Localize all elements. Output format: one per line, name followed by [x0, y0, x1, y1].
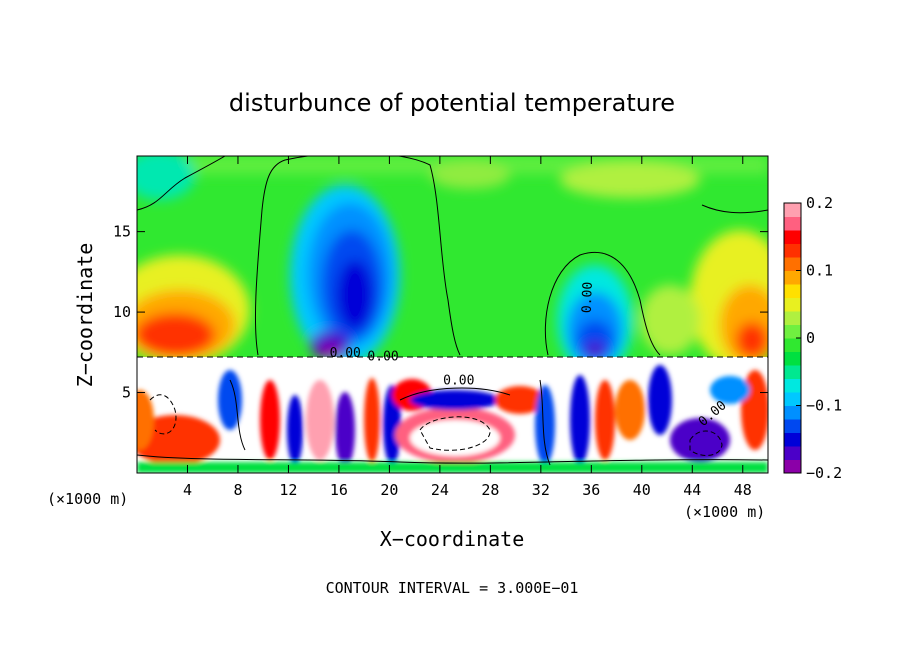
colorbar-segment: [784, 351, 801, 366]
x-tick-label: 4: [183, 481, 192, 499]
x-tick-label: 28: [481, 481, 499, 499]
colorbar-segment: [784, 392, 801, 406]
colorbar-segment: [784, 419, 801, 433]
x-tick-label: 32: [532, 481, 550, 499]
x-axis: 4 8 12 16 20 24 28 32 36 40 44 48: [183, 156, 752, 499]
colorbar-segment: [784, 432, 801, 447]
contour-label: 0.00: [367, 349, 398, 364]
contour-labels: 0.000.000.00 0.000.00: [330, 282, 730, 430]
colorbar-segment: [784, 243, 801, 258]
contour-interval-note: CONTOUR INTERVAL = 3.000E−01: [326, 579, 579, 597]
x-tick-label: 40: [633, 481, 651, 499]
colorbar-segment: [784, 324, 801, 339]
x-tick-label: 24: [431, 481, 449, 499]
colorbar-segment: [784, 230, 801, 244]
colorbar-segment: [784, 338, 801, 352]
colorbar-segment: [784, 203, 801, 217]
x-tick-label: 48: [734, 481, 752, 499]
contour-label: 0.00: [580, 282, 596, 314]
plot-area: [137, 156, 768, 473]
x-tick-label: 44: [683, 481, 701, 499]
y-axis-label: Z−coordinate: [73, 243, 97, 388]
colorbar-segment: [784, 311, 801, 325]
colorbar-segment: [784, 405, 801, 420]
colorbar-segment: [784, 284, 801, 298]
x-tick-label: 16: [330, 481, 348, 499]
colorbar-segment: [784, 378, 801, 393]
x-unit-label-left: (×1000 m): [47, 490, 128, 508]
x-axis-label: X−coordinate: [380, 527, 525, 551]
x-tick-label: 36: [582, 481, 600, 499]
contour-label: 0.00: [330, 346, 361, 361]
x-unit-label-right: (×1000 m): [684, 503, 765, 521]
colorbar-tick-label: 0.1: [806, 262, 833, 280]
colorbar-segment: [784, 297, 801, 312]
y-tick-label: 15: [113, 223, 131, 241]
colorbar-tick-label: 0.2: [806, 194, 833, 212]
colorbar-segment: [784, 459, 801, 474]
y-tick-label: 5: [122, 384, 131, 402]
colorbar-tick-label: −0.2: [806, 464, 842, 482]
plot-frame: [136, 155, 769, 474]
contour-label: 0.00: [443, 373, 474, 388]
x-tick-label: 8: [233, 481, 242, 499]
colorbar: 0.2 0.1 0 −0.1 −0.2: [783, 194, 842, 482]
y-axis: 5 10 15: [113, 223, 768, 402]
x-tick-label: 20: [380, 481, 398, 499]
x-tick-label: 12: [279, 481, 297, 499]
y-tick-label: 10: [113, 303, 131, 321]
colorbar-segment: [784, 216, 801, 231]
colorbar-segment: [784, 365, 801, 379]
colorbar-tick-label: 0: [806, 329, 815, 347]
chart-title: disturbunce of potential temperature: [229, 89, 675, 117]
colorbar-tick-label: −0.1: [806, 397, 842, 415]
colorbar-segment: [784, 257, 801, 271]
colorbar-segment: [784, 446, 801, 460]
colorbar-segment: [784, 270, 801, 285]
